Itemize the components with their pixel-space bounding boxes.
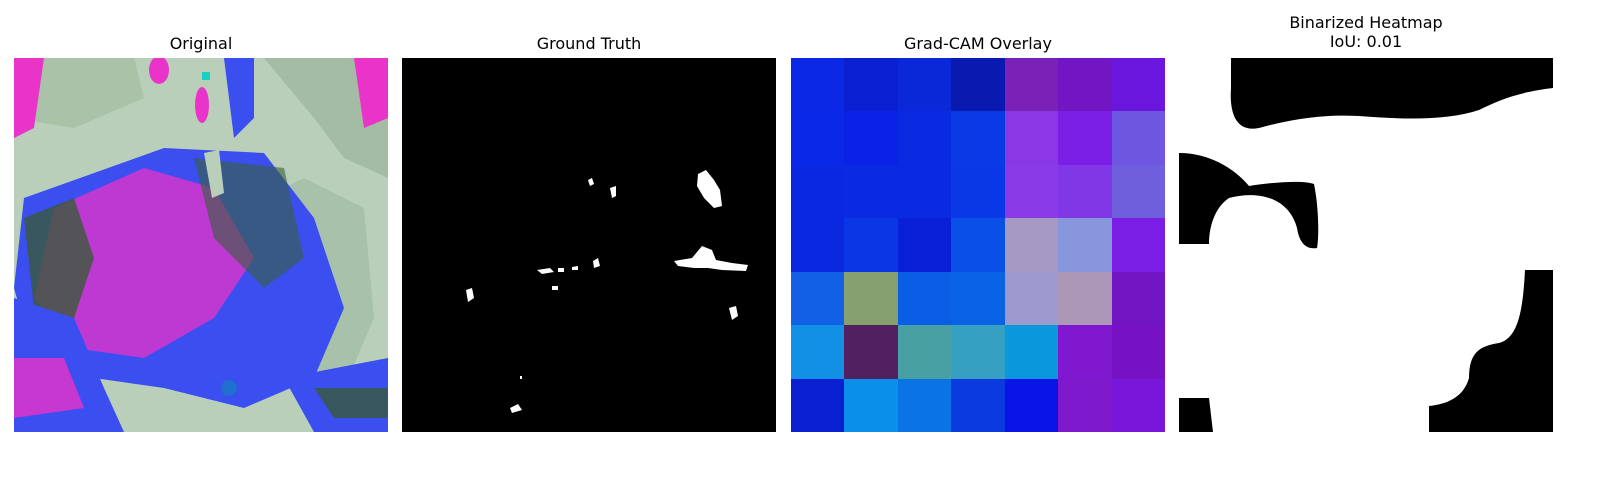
original-image	[14, 58, 388, 432]
gradcam-cell-r4-c4	[1004, 271, 1059, 326]
gradcam-cell-r0-c4	[1004, 58, 1059, 112]
gradcam-cell-r1-c5	[1058, 111, 1112, 165]
gradcam-cell-r4-c5	[1058, 271, 1112, 326]
gradcam-cell-r0-c3	[951, 58, 1005, 112]
gradcam-cell-r2-c3	[951, 164, 1005, 219]
gradcam-cell-r1-c3	[951, 111, 1005, 165]
gradcam-cell-r6-c4	[1004, 378, 1059, 432]
gradcam-cell-r4-c3	[951, 271, 1005, 326]
gradcam-cell-r4-c2	[897, 271, 952, 326]
gradcam-cell-r3-c4	[1004, 218, 1059, 272]
gradcam-cell-r1-c2	[897, 111, 952, 165]
gradcam-overlay	[791, 58, 1165, 432]
gradcam-cell-r4-c1	[844, 271, 898, 326]
gradcam-cell-r5-c1	[844, 325, 898, 379]
gradcam-cell-r1-c1	[844, 111, 898, 165]
gradcam-cell-r0-c2	[897, 58, 952, 112]
gradcam-cell-r2-c4	[1004, 164, 1059, 219]
gradcam-cell-r0-c1	[844, 58, 898, 112]
gradcam-cell-r0-c5	[1058, 58, 1112, 112]
gradcam-cell-r3-c1	[844, 218, 898, 272]
gradcam-cell-r2-c2	[897, 164, 952, 219]
gradcam-cell-r6-c6	[1111, 378, 1165, 432]
panel-title-original: Original	[169, 34, 233, 53]
gradcam-cell-r4-c0	[791, 271, 845, 326]
gradcam-cell-r0-c6	[1111, 58, 1165, 112]
gradcam-cell-r6-c0	[791, 378, 845, 432]
gradcam-cell-r2-c0	[791, 164, 845, 219]
gradcam-cell-r1-c6	[1111, 111, 1165, 165]
gradcam-cell-r4-c6	[1111, 271, 1165, 326]
gradcam-cell-r0-c0	[791, 58, 845, 112]
gradcam-cell-r2-c5	[1058, 164, 1112, 219]
gradcam-cell-r3-c6	[1111, 218, 1165, 272]
gradcam-cell-r3-c5	[1058, 218, 1112, 272]
gradcam-cell-r2-c1	[844, 164, 898, 219]
gradcam-cell-r5-c2	[897, 325, 952, 379]
binarized-heatmap	[1179, 58, 1553, 432]
panel-title-ground-truth: Ground Truth	[536, 34, 642, 53]
ground-truth-mask	[402, 58, 776, 432]
panel-title-binarized-heatmap: Binarized Heatmap IoU: 0.01	[1289, 13, 1443, 51]
gradcam-cell-r3-c2	[897, 218, 952, 272]
gradcam-cell-r5-c6	[1111, 325, 1165, 379]
gradcam-cell-r6-c2	[897, 378, 952, 432]
gradcam-cell-r1-c0	[791, 111, 845, 165]
gradcam-cell-r3-c0	[791, 218, 845, 272]
gradcam-cell-r5-c0	[791, 325, 845, 379]
panel-title-gradcam-overlay: Grad-CAM Overlay	[904, 34, 1052, 53]
gradcam-grid	[791, 58, 1165, 432]
gradcam-cell-r6-c5	[1058, 378, 1112, 432]
gradcam-cell-r5-c3	[951, 325, 1005, 379]
gradcam-cell-r1-c4	[1004, 111, 1059, 165]
gradcam-cell-r6-c3	[951, 378, 1005, 432]
gradcam-cell-r3-c3	[951, 218, 1005, 272]
gradcam-cell-r5-c4	[1004, 325, 1059, 379]
gradcam-cell-r6-c1	[844, 378, 898, 432]
gradcam-cell-r5-c5	[1058, 325, 1112, 379]
gradcam-cell-r2-c6	[1111, 164, 1165, 219]
